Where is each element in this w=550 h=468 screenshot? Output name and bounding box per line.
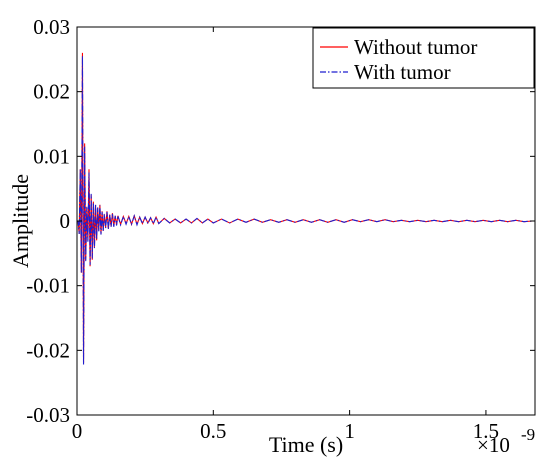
x-tick-label: 0 [72, 419, 83, 443]
x-axis-multiplier-exponent: -9 [521, 425, 535, 444]
x-axis-multiplier: ×10 -9 [477, 425, 535, 457]
legend-label-without-tumor: Without tumor [354, 35, 477, 59]
x-tick-label: 1 [344, 419, 355, 443]
y-tick-label: 0.03 [33, 15, 70, 39]
legend-box [312, 27, 535, 89]
series-layer [77, 52, 533, 365]
x-axis-label: Time (s) [269, 432, 343, 457]
y-tick-label: -0.03 [26, 403, 70, 427]
tick-layer: 0 0.5 1 1.5 0.03 0.02 0.01 0 -0.01 -0.02 -0.03 [26, 15, 535, 443]
x-tick-label: 1.5 [473, 419, 499, 443]
y-tick-label: -0.02 [26, 338, 70, 362]
legend-label-with-tumor: With tumor [354, 60, 451, 84]
series-line-with-tumor [77, 56, 533, 365]
y-tick-label: -0.01 [26, 274, 70, 298]
x-tick-label: 0.5 [200, 419, 226, 443]
legend: Without tumor With tumor [312, 27, 535, 89]
x-axis-multiplier-base: ×10 [477, 433, 510, 457]
y-axis-label: Amplitude [8, 174, 33, 268]
y-tick-label: 0.01 [33, 144, 70, 168]
y-tick-label: 0 [60, 209, 71, 233]
y-tick-label: 0.02 [33, 80, 70, 104]
